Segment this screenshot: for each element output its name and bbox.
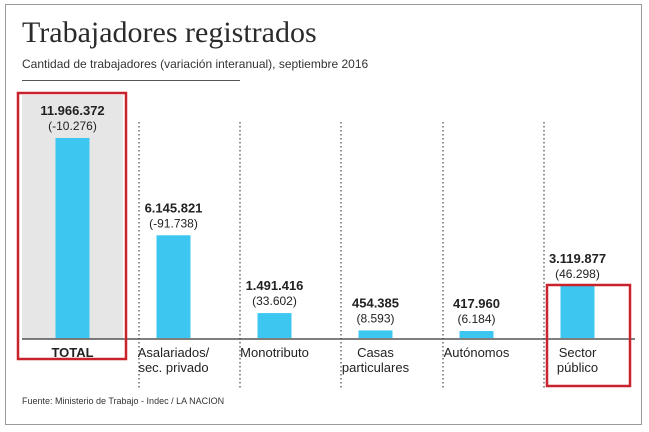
bar-value-label: 1.491.416: [246, 278, 304, 293]
bar-value-label: 417.960: [453, 296, 500, 311]
bar-variation-label: (-10.276): [48, 119, 97, 133]
category-label: público: [557, 360, 598, 375]
chart-subtitle: Cantidad de trabajadores (variación inte…: [22, 57, 369, 71]
total-highlight-frame: [16, 91, 128, 361]
category-label: sec. privado: [138, 360, 208, 375]
bar-value-label: 454.385: [352, 295, 399, 310]
category-label: Monotributo: [240, 345, 309, 360]
source-note: Fuente: Ministerio de Trabajo - Indec / …: [22, 396, 225, 406]
sector-publico-highlight-frame: [545, 283, 632, 388]
bar-value-label: 11.966.372: [40, 103, 104, 118]
category-label: Casas: [357, 345, 394, 360]
bar-value-label: 3.119.877: [549, 251, 606, 266]
bar-variation-label: (8.593): [356, 311, 394, 325]
bar-4: [459, 331, 494, 338]
category-label: Autónomos: [444, 345, 510, 360]
bar-1: [156, 235, 191, 338]
bar-variation-label: (6.184): [457, 312, 495, 326]
category-label: TOTAL: [51, 345, 93, 360]
category-label: Sector: [559, 345, 597, 360]
bar-2: [257, 313, 292, 338]
bar-variation-label: (-91.738): [149, 216, 198, 230]
category-label: particulares: [342, 360, 410, 375]
bar-0: [55, 138, 90, 338]
category-label: Asalariados/: [138, 345, 210, 360]
title-underline: [22, 80, 240, 81]
bar-variation-label: (33.602): [252, 294, 297, 308]
bar-value-label: 6.145.821: [145, 200, 203, 215]
bar-5: [560, 285, 595, 338]
bar-variation-label: (46.298): [555, 267, 600, 281]
bar-3: [358, 330, 393, 338]
chart-title: Trabajadores registrados: [22, 16, 317, 49]
chart-frame: [5, 4, 642, 425]
